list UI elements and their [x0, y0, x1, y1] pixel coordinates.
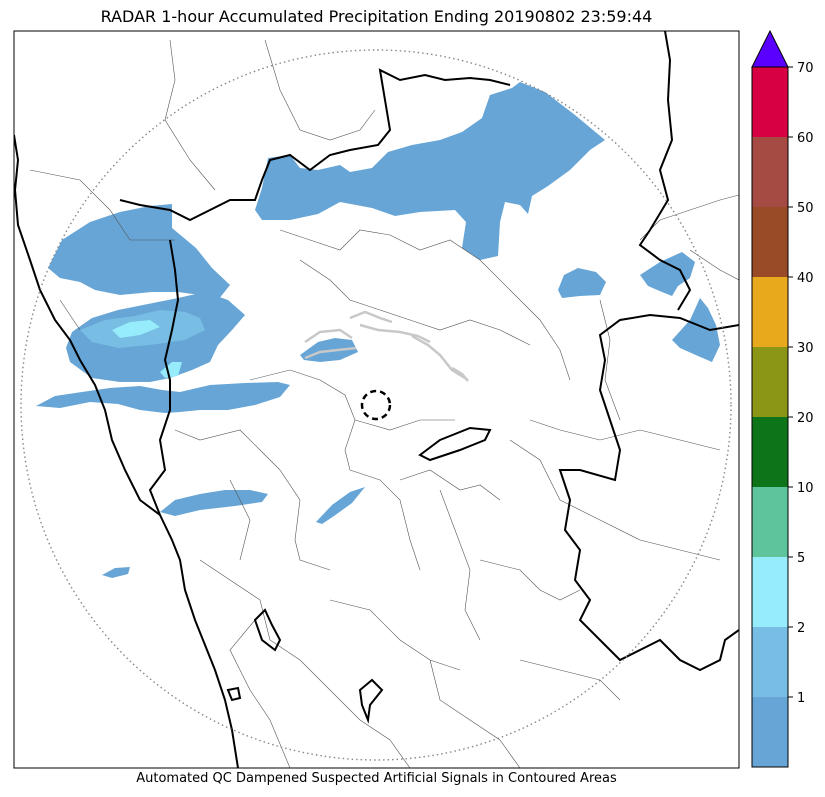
colorbar-segment-5 — [752, 347, 788, 417]
colorbar-tick-label-1: 1 — [797, 691, 805, 706]
echo-small-south — [102, 567, 130, 578]
echo-west-band-3 — [36, 382, 290, 413]
colorbar-tick-label-9: 60 — [797, 131, 814, 146]
colorbar-tick-label-3: 5 — [797, 551, 805, 566]
colorbar-segment-4 — [752, 417, 788, 487]
qc-caption: Automated QC Dampened Suspected Artifici… — [136, 771, 617, 786]
colorbar-segment-8 — [752, 137, 788, 207]
colorbar-segment-6 — [752, 277, 788, 347]
precipitation-echoes — [36, 82, 720, 578]
colorbar-ticks: 1 2 5 10 20 30 40 50 60 — [788, 131, 814, 706]
enclave-east — [418, 426, 492, 462]
echo-east-1 — [558, 268, 606, 298]
echo-east-2 — [640, 252, 695, 296]
colorbar-extend-triangle — [751, 29, 789, 68]
colorbar-segment-3 — [752, 487, 788, 557]
radar-range-ring — [20, 49, 732, 761]
echo-heaviest-core — [112, 320, 160, 338]
district-boundaries — [29, 39, 739, 768]
state-boundaries — [14, 31, 739, 768]
colorbar-segment-1 — [752, 627, 788, 697]
east-border-north — [638, 31, 692, 311]
map-title: RADAR 1-hour Accumulated Precipitation E… — [100, 7, 653, 26]
echo-south-band — [160, 490, 268, 516]
echo-east-3 — [672, 298, 720, 362]
inland-border-west — [119, 68, 511, 222]
colorbar-tick-label-5: 20 — [797, 411, 814, 426]
colorbar-tick-label-top: 70 — [797, 61, 814, 76]
echo-central-south — [316, 487, 365, 524]
colorbar-segment-2 — [752, 557, 788, 627]
colorbar-segment-0 — [752, 697, 788, 767]
west-coastline — [14, 134, 239, 768]
echo-heaviest-core-2 — [160, 362, 182, 378]
colorbar-tick-label-6: 30 — [797, 341, 814, 356]
colorbar-tick-label-2: 2 — [797, 621, 805, 636]
echo-west-band-1 — [48, 204, 230, 300]
enclave-south-1 — [253, 608, 282, 652]
radar-site-marker — [360, 389, 392, 421]
enclave-coast — [226, 686, 242, 702]
enclave-south-2 — [358, 678, 384, 724]
colorbar-segment-7 — [752, 207, 788, 277]
colorbar-tick-label-8: 50 — [797, 201, 814, 216]
map-frame — [13, 30, 740, 769]
colorbar-tick-label-7: 40 — [797, 271, 814, 286]
east-border-mid — [558, 313, 739, 672]
echo-north-band — [255, 82, 605, 260]
colorbar-segment-9 — [752, 67, 788, 137]
colorbar-tick-label-4: 10 — [797, 481, 814, 496]
colorbar-segments — [752, 67, 788, 767]
colorbar-top-tick: 70 — [788, 61, 814, 76]
qc-contours — [304, 310, 469, 382]
